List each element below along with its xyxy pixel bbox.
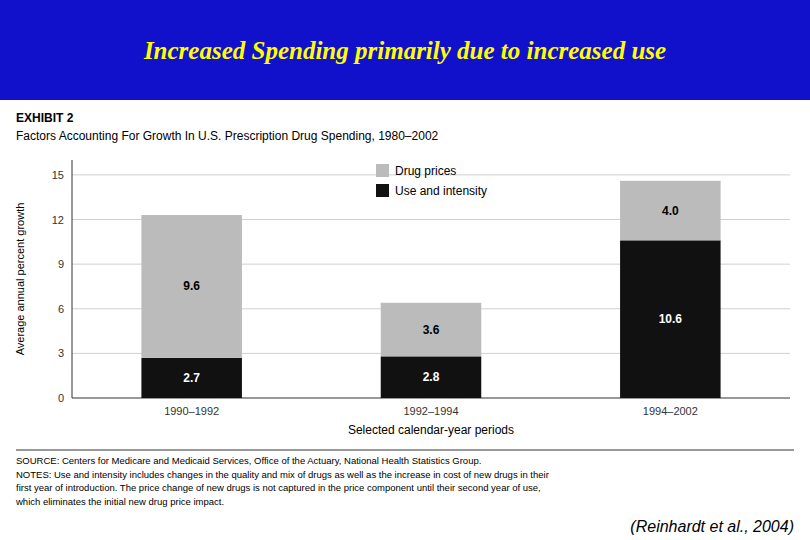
data-label: 2.7 <box>183 371 200 385</box>
footnote: NOTES: Use and intensity includes change… <box>16 469 549 480</box>
bars <box>141 181 720 398</box>
bar-segment <box>381 356 482 398</box>
legend-entry: Use and intensity <box>395 184 487 198</box>
x-tick-label: 1990–1992 <box>164 405 219 417</box>
y-axis-line <box>72 160 73 398</box>
footnote-rule <box>16 450 794 451</box>
y-tick-label: 3 <box>58 347 64 359</box>
data-label: 2.8 <box>423 370 440 384</box>
footnote: SOURCE: Centers for Medicare and Medicai… <box>16 455 481 466</box>
bar-segment <box>381 303 482 357</box>
legend-entry: Drug prices <box>395 164 456 178</box>
legend-swatch <box>376 184 389 197</box>
data-label: 4.0 <box>662 204 679 218</box>
subtitle: Factors Accounting For Growth In U.S. Pr… <box>16 129 439 143</box>
data-labels: 2.7 2.8 10.6 9.6 3.6 4.0 <box>183 204 682 385</box>
y-tick-label: 0 <box>58 392 64 404</box>
y-tick-label: 6 <box>58 303 64 315</box>
bar-segment <box>141 358 242 398</box>
y-tick-label: 12 <box>52 214 64 226</box>
data-label: 3.6 <box>423 323 440 337</box>
y-tick-label: 15 <box>52 169 64 181</box>
y-axis-label: Average annual percent growth <box>14 203 26 356</box>
chart: Increased Spending primarily due to incr… <box>0 0 810 540</box>
data-label: 10.6 <box>659 312 683 326</box>
title: Increased Spending primarily due to incr… <box>143 37 666 64</box>
bar-segment <box>620 240 721 398</box>
legend-swatch <box>376 164 389 177</box>
y-tick-label: 9 <box>58 258 64 270</box>
data-label: 9.6 <box>183 279 200 293</box>
x-tick-label: 1994–2002 <box>643 405 698 417</box>
exhibit-label: EXHIBIT 2 <box>16 111 74 125</box>
footnote: which eliminates the initial new drug pr… <box>15 496 224 507</box>
x-axis-label: Selected calendar-year periods <box>348 423 514 437</box>
legend: Drug prices Use and intensity <box>376 164 487 198</box>
x-tick-label: 1992–1994 <box>403 405 458 417</box>
title-banner <box>0 0 810 100</box>
footnote: first year of introduction. The price ch… <box>16 482 541 493</box>
bar-segment <box>141 215 242 358</box>
citation: (Reinhardt et al., 2004) <box>630 518 794 535</box>
bar-segment <box>620 181 721 241</box>
